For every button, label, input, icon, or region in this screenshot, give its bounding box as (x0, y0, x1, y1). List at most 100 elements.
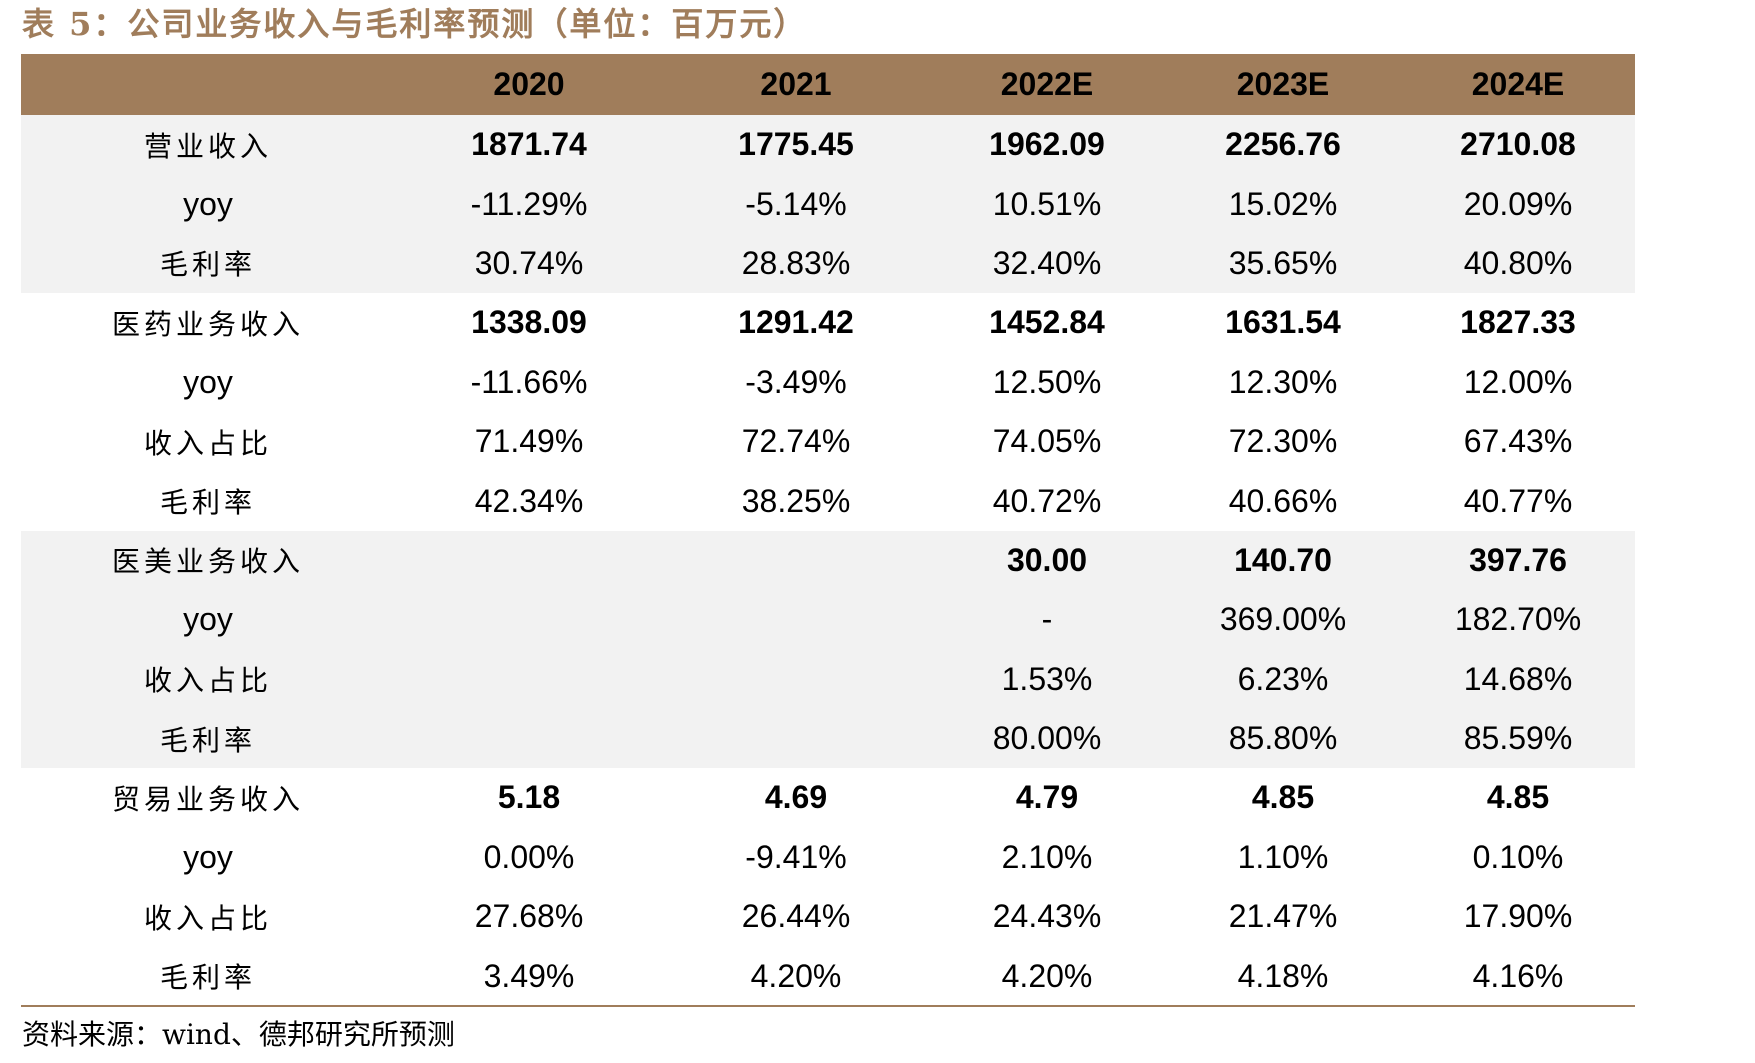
row-label: 毛利率 (159, 248, 256, 282)
table-row: 贸易业务收入 5.18 4.69 4.79 4.85 4.85 (21, 768, 1635, 827)
table-cell: 4.85 (1251, 779, 1315, 816)
table-cell: 24.43% (992, 898, 1102, 935)
header-row: 2020 2021 2022E 2023E 2024E (21, 54, 1635, 115)
header-cell-2022e: 2022E (1000, 66, 1094, 102)
table-cell: 182.70% (1454, 601, 1582, 638)
table-cell: 6.23% (1237, 660, 1329, 697)
row-label: 毛利率 (159, 961, 256, 995)
table-cell: 21.47% (1228, 898, 1338, 935)
table-cell (395, 650, 663, 709)
row-label: yoy (183, 601, 233, 638)
table-cell: 4.79 (1015, 779, 1079, 816)
table-cell: 369.00% (1219, 601, 1347, 638)
row-label: yoy (183, 185, 233, 222)
row-label: 收入占比 (143, 901, 272, 935)
table-cell: 85.80% (1228, 720, 1338, 757)
table-body: 营业收入 1871.74 1775.45 1962.09 2256.76 2710.08 y… (21, 115, 1635, 1006)
row-label: 收入占比 (143, 426, 272, 460)
table-cell: -11.66% (470, 363, 588, 400)
table-cell: 140.70 (1234, 541, 1332, 578)
row-label: yoy (183, 363, 233, 400)
table-caption: 表 5：公司业务收入与毛利率预测（单位：百万元） (22, 5, 808, 43)
row-label: 医美业务收入 (111, 545, 304, 579)
table-cell: 397.76 (1469, 541, 1567, 578)
table-cell: 38.25% (741, 482, 851, 519)
table-cell: 74.05% (992, 423, 1102, 460)
table-cell: 2.10% (1001, 838, 1093, 875)
header-cell-2023e: 2023E (1236, 66, 1330, 102)
row-label: 毛利率 (159, 723, 256, 757)
table-cell: 4.69 (764, 779, 828, 816)
table-cell: 12.00% (1463, 363, 1573, 400)
table-row: yoy - 369.00% 182.70% (21, 590, 1635, 650)
table-row: yoy -11.29% -5.14% 10.51% 15.02% 20.09% (21, 174, 1635, 234)
table-row: 收入占比 71.49% 72.74% 74.05% 72.30% 67.43% (21, 412, 1635, 471)
header-cell-2021: 2021 (760, 66, 832, 102)
table-cell: 17.90% (1463, 898, 1573, 935)
table-cell (663, 650, 929, 709)
table-cell: 12.50% (992, 363, 1102, 400)
table-cell (395, 531, 663, 590)
table-row: 毛利率 42.34% 38.25% 40.72% 40.66% 40.77% (21, 471, 1635, 530)
table-row: 收入占比 1.53% 6.23% 14.68% (21, 649, 1635, 709)
table-bottom-rule (21, 1005, 1635, 1007)
table-cell: 40.72% (992, 482, 1102, 519)
table-cell: 5.18 (497, 779, 561, 816)
table-cell (663, 590, 929, 649)
table-cell: 2710.08 (1460, 126, 1576, 163)
table-cell: 1631.54 (1225, 304, 1341, 341)
header-cell-corner (21, 54, 395, 115)
table-cell: 1291.42 (738, 304, 854, 341)
table-cell: 1871.74 (471, 126, 587, 163)
table-cell: 35.65% (1228, 244, 1338, 281)
table-cell: 14.68% (1463, 660, 1573, 697)
table-cell: 30.74% (474, 244, 584, 281)
table-cell: 27.68% (474, 898, 584, 935)
table-cell: 67.43% (1463, 423, 1573, 460)
table-cell: 2256.76 (1225, 126, 1341, 163)
table-row: 医美业务收入 30.00 140.70 397.76 (21, 530, 1635, 591)
table-cell: 1827.33 (1460, 304, 1576, 341)
table-cell (663, 531, 929, 590)
forecast-table-container: 2020 2021 2022E 2023E 2024E 营业收入 1871.74 1… (21, 54, 1635, 1006)
table-cell: 42.34% (474, 482, 584, 519)
header-cell-2020: 2020 (493, 66, 565, 102)
table-row: yoy 0.00% -9.41% 2.10% 1.10% 0.10% (21, 828, 1635, 887)
table-cell: 85.59% (1463, 720, 1573, 757)
table-row: 收入占比 27.68% 26.44% 24.43% 21.47% 17.90% (21, 887, 1635, 946)
row-label: 贸易业务收入 (111, 782, 304, 816)
row-label: 毛利率 (159, 486, 256, 520)
row-label: 营业收入 (143, 129, 272, 163)
table-cell: 1962.09 (989, 126, 1105, 163)
table-cell (395, 709, 663, 768)
table-cell: 10.51% (992, 185, 1102, 222)
table-cell: 40.80% (1463, 244, 1573, 281)
table-cell: -11.29% (470, 185, 588, 222)
table-cell: 3.49% (483, 957, 575, 994)
table-cell: 4.85 (1486, 779, 1550, 816)
table-row: 毛利率 3.49% 4.20% 4.20% 4.18% 4.16% (21, 946, 1635, 1005)
table-header: 2020 2021 2022E 2023E 2024E (21, 54, 1635, 115)
table-cell: 30.00 (1006, 541, 1088, 578)
table-cell: 0.00% (483, 838, 575, 875)
table-cell: 0.10% (1472, 838, 1564, 875)
table-cell: 32.40% (992, 244, 1102, 281)
table-cell: 40.66% (1228, 482, 1338, 519)
table-cell: 4.18% (1237, 957, 1329, 994)
table-cell: 20.09% (1463, 185, 1573, 222)
table-cell: 40.77% (1463, 482, 1573, 519)
table-cell: -9.41% (745, 838, 847, 875)
table-row: yoy -11.66% -3.49% 12.50% 12.30% 12.00% (21, 353, 1635, 412)
table-cell: 12.30% (1228, 363, 1338, 400)
table-cell: 1452.84 (989, 304, 1105, 341)
table-row: 毛利率 80.00% 85.80% 85.59% (21, 708, 1635, 769)
table-cell: 71.49% (474, 423, 584, 460)
row-label: 医药业务收入 (111, 307, 304, 341)
revenue-margin-forecast-table: 2020 2021 2022E 2023E 2024E 营业收入 1871.74 1… (21, 54, 1635, 1006)
table-cell: - (1041, 601, 1053, 638)
table-cell: 26.44% (741, 898, 851, 935)
table-cell: 28.83% (741, 244, 851, 281)
table-cell: 4.20% (1001, 957, 1093, 994)
table-row: 营业收入 1871.74 1775.45 1962.09 2256.76 2710.08 (21, 115, 1635, 175)
table-cell: 1.53% (1001, 660, 1093, 697)
